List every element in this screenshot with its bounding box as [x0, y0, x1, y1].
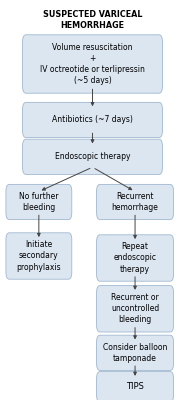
FancyBboxPatch shape — [23, 139, 162, 174]
Text: Consider balloon
tamponade: Consider balloon tamponade — [103, 343, 167, 363]
FancyBboxPatch shape — [6, 233, 72, 279]
Text: Volume resuscitation
+
IV octreotide or terlipressin
(~5 days): Volume resuscitation + IV octreotide or … — [40, 43, 145, 85]
Text: Antibiotics (~7 days): Antibiotics (~7 days) — [52, 116, 133, 124]
Text: Initiate
secondary
prophylaxis: Initiate secondary prophylaxis — [16, 240, 61, 272]
FancyBboxPatch shape — [97, 372, 174, 400]
FancyBboxPatch shape — [6, 184, 72, 220]
Text: Repeat
endoscopic
therapy: Repeat endoscopic therapy — [114, 242, 157, 274]
Text: Recurrent
hemorrhage: Recurrent hemorrhage — [112, 192, 159, 212]
Text: Recurrent or
uncontrolled
bleeding: Recurrent or uncontrolled bleeding — [111, 293, 159, 324]
Text: Endoscopic therapy: Endoscopic therapy — [55, 152, 130, 161]
Text: No further
bleeding: No further bleeding — [19, 192, 59, 212]
FancyBboxPatch shape — [97, 184, 174, 220]
FancyBboxPatch shape — [97, 286, 174, 332]
FancyBboxPatch shape — [97, 335, 174, 370]
Text: TIPS: TIPS — [126, 382, 144, 391]
Text: SUSPECTED VARICEAL
HEMORRHAGE: SUSPECTED VARICEAL HEMORRHAGE — [43, 10, 142, 30]
FancyBboxPatch shape — [23, 102, 162, 138]
FancyBboxPatch shape — [23, 35, 162, 93]
FancyBboxPatch shape — [97, 235, 174, 281]
